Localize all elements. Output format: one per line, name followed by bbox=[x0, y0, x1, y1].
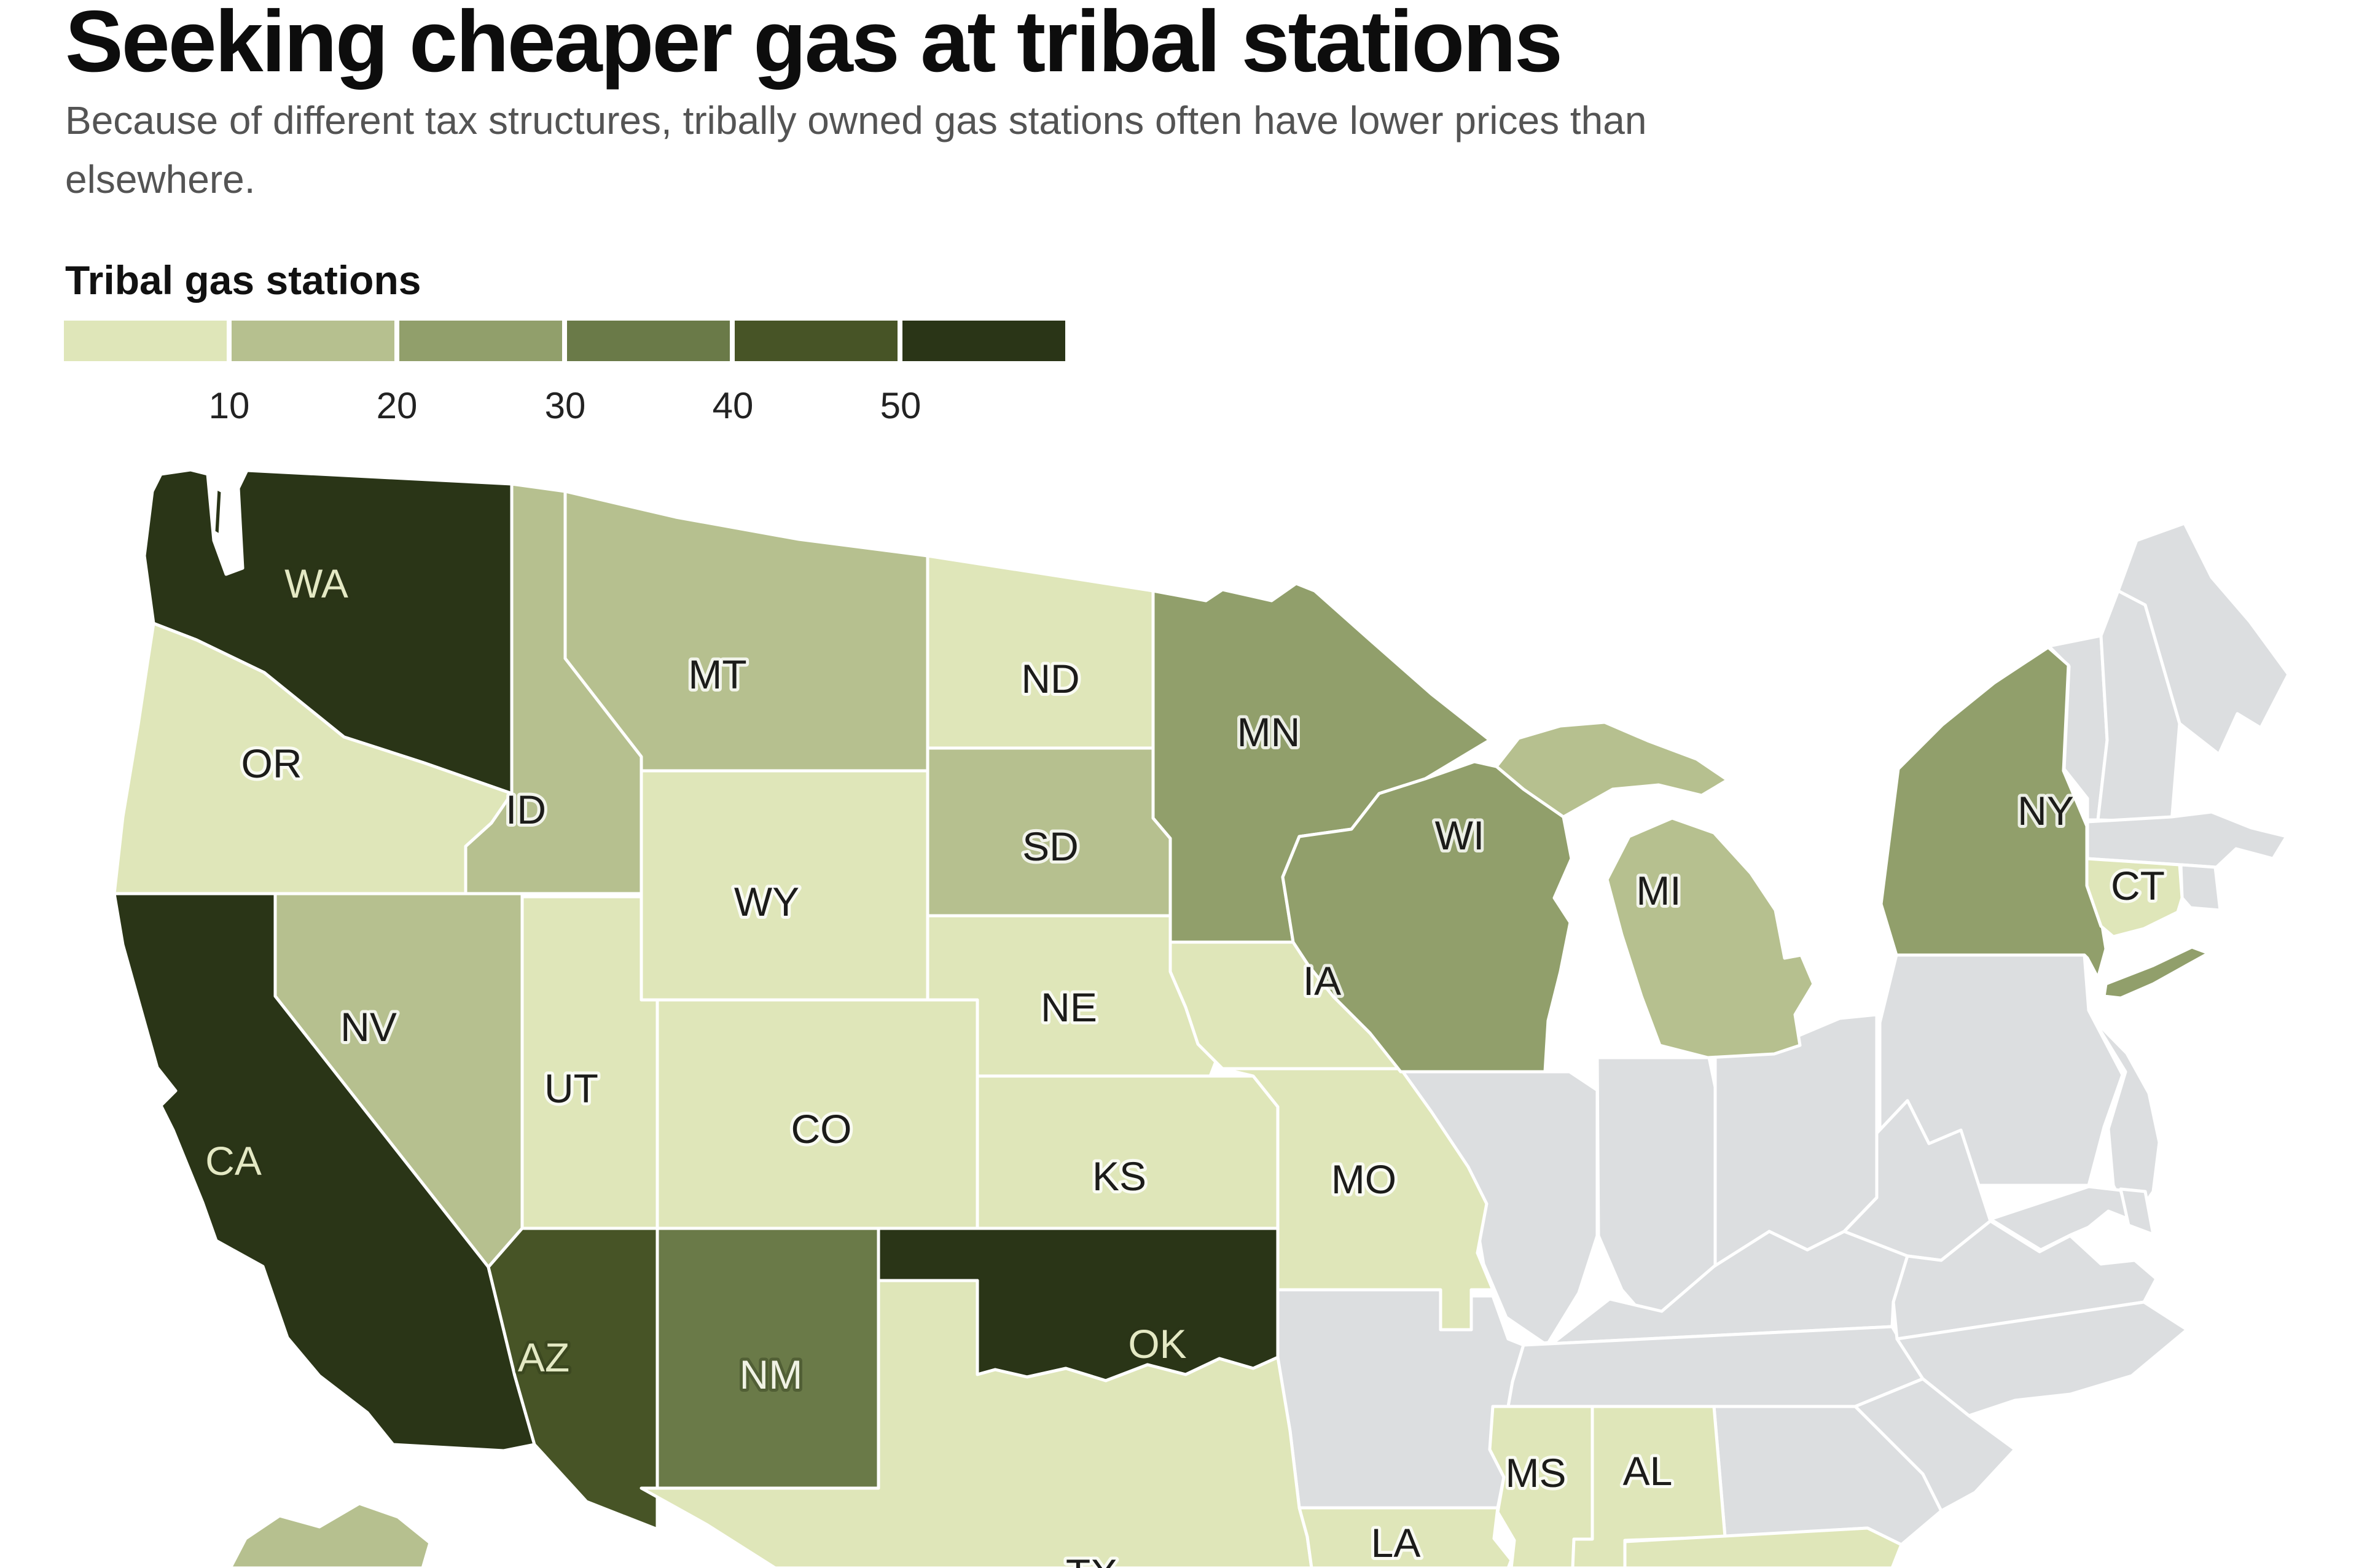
state-label-ct: CT bbox=[2111, 863, 2165, 908]
state-ma bbox=[2086, 810, 2288, 869]
legend-tick-40: 40 bbox=[712, 385, 754, 426]
legend-swatch-4 bbox=[565, 318, 732, 364]
state-label-mo: MO bbox=[1331, 1156, 1396, 1202]
state-wa-island bbox=[212, 486, 224, 537]
state-label-or: OR bbox=[241, 741, 302, 786]
state-de bbox=[2119, 1187, 2155, 1236]
state-ks bbox=[976, 1074, 1280, 1230]
state-label-ks: KS bbox=[1092, 1153, 1146, 1199]
state-mo bbox=[1221, 1067, 1495, 1332]
state-ar bbox=[1276, 1288, 1525, 1510]
legend-tick-20: 20 bbox=[376, 385, 418, 426]
state-al bbox=[1571, 1405, 1727, 1568]
state-label-az: AZ bbox=[518, 1335, 569, 1380]
subtitle-line-1: Because of different tax structures, tri… bbox=[65, 98, 1647, 142]
state-label-ms: MS bbox=[1506, 1450, 1567, 1496]
state-label-ca: CA bbox=[205, 1138, 262, 1184]
state-label-ok: OK bbox=[1128, 1321, 1186, 1367]
state-mt bbox=[563, 490, 929, 773]
state-mi-upper-peninsula bbox=[1495, 720, 1729, 819]
legend-title: Tribal gas stations bbox=[65, 257, 421, 303]
state-me bbox=[2116, 521, 2290, 756]
state-label-nd: ND bbox=[1021, 656, 1079, 701]
legend-tick-50: 50 bbox=[880, 385, 921, 426]
state-label-wy: WY bbox=[734, 879, 799, 924]
legend-swatch-2 bbox=[229, 318, 397, 364]
legend-swatch-1 bbox=[61, 318, 229, 364]
state-label-ut: UT bbox=[544, 1066, 598, 1111]
state-nd bbox=[926, 554, 1155, 750]
legend-tick-10: 10 bbox=[208, 385, 250, 426]
state-label-nm: NM bbox=[740, 1352, 803, 1397]
state-ny-long-island bbox=[2102, 945, 2210, 1000]
state-label-ne: NE bbox=[1041, 985, 1097, 1030]
state-label-ny: NY bbox=[2017, 788, 2074, 833]
subtitle-line-2: elsewhere. bbox=[65, 157, 256, 201]
state-ct bbox=[2085, 857, 2184, 938]
state-la bbox=[1297, 1506, 1513, 1568]
state-label-mt: MT bbox=[688, 652, 746, 697]
legend-swatch-5 bbox=[732, 318, 900, 364]
state-ny bbox=[1879, 646, 2108, 980]
state-ri bbox=[2179, 863, 2222, 912]
state-mi-lower-peninsula bbox=[1605, 816, 1815, 1059]
state-label-mn: MN bbox=[1237, 709, 1301, 755]
state-label-ia: IA bbox=[1303, 958, 1341, 1004]
legend-color-ramp bbox=[61, 318, 1068, 364]
page-title: Seeking cheaper gas at tribal stations bbox=[65, 0, 1563, 90]
state-fl-partial bbox=[1623, 1526, 1903, 1568]
legend-swatch-3 bbox=[397, 318, 565, 364]
state-ut bbox=[520, 895, 659, 1230]
legend-tick-30: 30 bbox=[544, 385, 586, 426]
state-label-tx: TX bbox=[1066, 1551, 1117, 1568]
page-subtitle: Because of different tax structures, tri… bbox=[65, 91, 2307, 209]
state-label-sd: SD bbox=[1022, 824, 1079, 869]
state-label-nv: NV bbox=[340, 1004, 397, 1050]
legend-swatch-6 bbox=[900, 318, 1068, 364]
state-tx bbox=[640, 1279, 1313, 1568]
state-label-wa: WA bbox=[284, 561, 348, 606]
state-label-mi: MI bbox=[1636, 868, 1681, 913]
state-label-id: ID bbox=[506, 787, 546, 832]
state-ak-inset-partial bbox=[229, 1502, 432, 1568]
state-label-co: CO bbox=[791, 1106, 852, 1152]
state-label-la: LA bbox=[1371, 1520, 1421, 1566]
state-label-wi: WI bbox=[1435, 813, 1485, 858]
state-label-al: AL bbox=[1623, 1448, 1673, 1494]
